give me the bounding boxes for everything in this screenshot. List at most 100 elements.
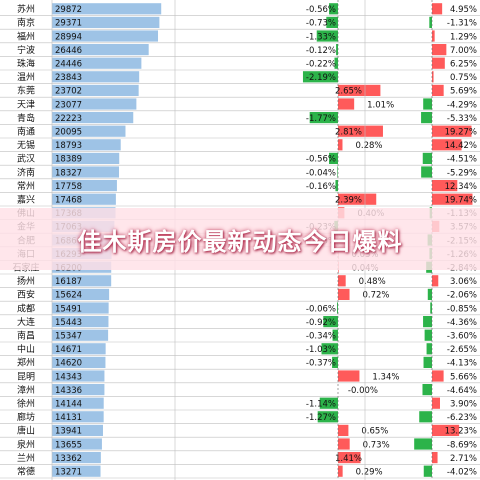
mom-label: -0.06% — [306, 304, 336, 314]
yoy-bar — [432, 275, 439, 287]
mom-bar — [302, 71, 338, 83]
yoy-bar — [422, 152, 432, 164]
price-label: 14620 — [55, 359, 82, 369]
city-label: 西安 — [17, 289, 35, 301]
price-label: 23843 — [55, 73, 82, 83]
yoy-label: -3.60% — [447, 332, 477, 342]
yoy-bar — [422, 384, 432, 396]
yoy-bar — [432, 57, 445, 69]
mom-label: 2.65% — [335, 87, 362, 97]
price-label: 15491 — [55, 304, 82, 314]
price-label: 18389 — [55, 155, 82, 165]
yoy-label: -4.36% — [447, 318, 477, 328]
city-label: 青岛 — [17, 112, 35, 124]
mom-bar — [338, 452, 361, 464]
mom-bar — [332, 356, 338, 368]
mom-label: 1.41% — [335, 454, 362, 464]
price-bar — [52, 139, 121, 151]
mom-bar — [309, 112, 338, 124]
price-label: 14671 — [55, 345, 82, 355]
mom-bar — [317, 411, 338, 423]
yoy-bar — [427, 288, 432, 300]
yoy-label: 3.90% — [450, 400, 477, 410]
price-bar — [52, 275, 112, 287]
mom-label: -0.73% — [306, 19, 336, 29]
price-bar — [52, 3, 162, 15]
yoy-label: 14.42% — [445, 141, 477, 151]
price-label: 28994 — [55, 32, 82, 42]
mom-label: 2.81% — [335, 128, 362, 138]
mom-bar — [338, 465, 343, 477]
yoy-label: 5.69% — [450, 87, 477, 97]
price-label: 13655 — [55, 440, 82, 450]
yoy-label: 0.75% — [450, 73, 477, 83]
mom-label: -0.04% — [306, 168, 336, 178]
mom-label: -0.16% — [306, 182, 336, 192]
yoy-bar — [426, 343, 432, 355]
price-label: 23077 — [55, 100, 82, 110]
price-bar — [52, 288, 110, 300]
mom-label: -0.22% — [306, 60, 336, 70]
price-bar — [52, 438, 102, 450]
title-banner — [0, 208, 480, 270]
city-label: 南昌 — [17, 330, 35, 342]
mom-bar — [338, 275, 346, 287]
yoy-label: -2.06% — [447, 291, 477, 301]
city-label: 东莞 — [17, 85, 35, 97]
mom-bar — [329, 3, 338, 15]
price-bar — [52, 329, 109, 341]
price-bar — [52, 356, 106, 368]
price-label: 17758 — [55, 182, 82, 192]
price-bar — [52, 316, 109, 328]
mom-label: 2.39% — [335, 196, 362, 206]
mom-label: -1.03% — [306, 345, 336, 355]
city-label: 宁波 — [17, 44, 35, 56]
yoy-bar — [432, 452, 438, 464]
city-label: 常德 — [17, 466, 35, 478]
city-label: 嘉兴 — [17, 194, 35, 206]
price-bar — [52, 112, 134, 124]
mom-label: -0.92% — [306, 318, 336, 328]
city-label: 中山 — [17, 343, 35, 355]
yoy-label: -4.29% — [447, 100, 477, 110]
price-label: 13362 — [55, 454, 82, 464]
price-label: 15347 — [55, 332, 82, 342]
yoy-label: 1.29% — [450, 32, 477, 42]
price-bar — [52, 465, 101, 477]
price-label: 20095 — [55, 128, 82, 138]
mom-label: -1.77% — [306, 114, 336, 124]
city-label: 苏州 — [17, 3, 35, 15]
yoy-label: 4.95% — [450, 5, 477, 15]
mom-bar — [332, 329, 338, 341]
price-label: 17468 — [55, 196, 82, 206]
yoy-label: 19.27% — [445, 128, 477, 138]
yoy-bar — [423, 465, 432, 477]
city-label: 漳州 — [17, 384, 35, 396]
price-label: 18793 — [55, 141, 82, 151]
price-label: 18327 — [55, 168, 82, 178]
price-label: 13941 — [55, 427, 82, 437]
city-label: 武汉 — [17, 153, 35, 165]
price-label: 29371 — [55, 19, 82, 29]
mom-bar — [338, 84, 381, 96]
price-bar — [52, 180, 117, 192]
mom-bar — [336, 44, 338, 56]
mom-label: 0.72% — [363, 291, 390, 301]
mom-label: -0.34% — [306, 332, 336, 342]
yoy-label: 13.23% — [445, 427, 477, 437]
city-label: 无锡 — [17, 140, 35, 151]
yoy-bar — [429, 16, 432, 28]
yoy-label: -6.23% — [447, 413, 477, 423]
price-label: 22223 — [55, 114, 82, 124]
yoy-bar — [432, 397, 440, 409]
price-bar — [52, 84, 139, 96]
mom-label: -1.33% — [306, 32, 336, 42]
mom-label: -0.56% — [306, 155, 336, 165]
price-label: 14336 — [55, 386, 82, 396]
mom-bar — [321, 343, 338, 355]
price-label: 24446 — [55, 60, 82, 70]
yoy-bar — [432, 139, 462, 151]
city-label: 南通 — [17, 126, 35, 138]
mom-label: 0.29% — [356, 468, 383, 478]
mom-bar — [329, 152, 338, 164]
